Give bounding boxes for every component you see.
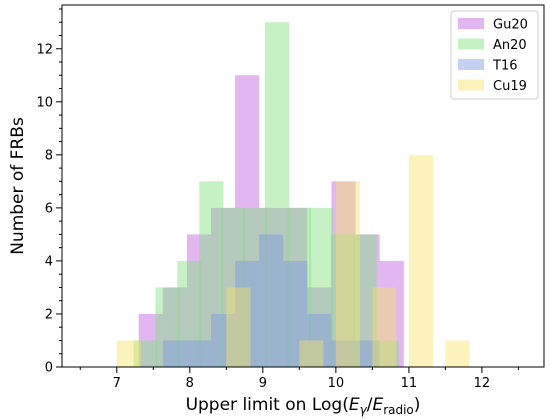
bar-an20-7 (286, 207, 312, 367)
bar-cu19-0 (116, 340, 141, 367)
bar-t16-7 (331, 340, 356, 367)
bar-cu19-6 (335, 181, 360, 367)
x-tick-label-8: 8 (186, 376, 194, 391)
x-axis-label-e1: E (349, 395, 360, 415)
bar-gu20-10 (379, 260, 404, 367)
x-tick-label-9: 9 (259, 376, 267, 391)
bar-t16-1 (186, 340, 211, 367)
bar-t16-5 (283, 260, 308, 367)
x-axis-label-suffix: ) (414, 395, 421, 415)
y-tick-label-0: 0 (45, 361, 53, 376)
y-tick-label-4: 4 (45, 254, 53, 269)
legend-label-t16: T16 (492, 59, 517, 74)
bar-gu20-4 (235, 75, 260, 367)
bar-gu20-9 (355, 234, 380, 367)
legend-label-cu19: Cu19 (493, 79, 527, 94)
bar-gu20-2 (186, 234, 211, 367)
bar-t16-6 (307, 313, 332, 367)
bar-an20-10 (352, 234, 377, 367)
bars-layer (116, 22, 470, 368)
y-tick-label-8: 8 (45, 148, 53, 163)
bar-cu19-7 (372, 287, 397, 367)
legend-label-an20: An20 (493, 38, 527, 53)
y-tick-label-10: 10 (36, 95, 53, 110)
x-tick-label-10: 10 (328, 376, 345, 391)
legend: Gu20 An20 T16 Cu19 (450, 10, 539, 100)
bar-cu19-8 (408, 154, 433, 367)
x-axis-label-sub1: γ (360, 403, 368, 417)
y-tick-label-12: 12 (36, 42, 53, 57)
bar-t16-4 (259, 234, 284, 367)
x-axis-label-slash: / (367, 395, 373, 415)
axes-layer: 7 8 9 10 11 12 0 2 4 6 8 10 12 (36, 8, 519, 391)
x-tick-label-11: 11 (401, 376, 418, 391)
x-axis-label-sub2: radio (383, 403, 414, 417)
bar-t16-8 (355, 340, 380, 367)
x-axis-label-e2: E (372, 395, 383, 415)
bar-cu19-9 (445, 340, 470, 367)
bar-an20-5 (243, 207, 268, 367)
bar-an20-9 (330, 234, 355, 367)
bar-an20-1 (155, 287, 180, 367)
bar-an20-6 (265, 22, 290, 368)
bar-an20-2 (177, 260, 202, 367)
bar-t16-2 (210, 313, 236, 367)
bar-cu19-3 (226, 287, 251, 367)
x-axis-label: Upper limit on Log(Eγ/Eradio) (186, 395, 421, 417)
bar-an20-8 (308, 207, 333, 367)
bar-gu20-6 (283, 207, 308, 367)
bar-an20-3 (199, 181, 224, 367)
bar-an20-4 (221, 207, 246, 367)
legend-items: Gu20 An20 T16 Cu19 (458, 18, 528, 94)
bar-gu20-8 (331, 181, 356, 367)
bar-gu20-7 (307, 287, 332, 367)
y-tick-label-2: 2 (45, 307, 53, 322)
bar-gu20-5 (259, 207, 284, 367)
bar-an20-0 (133, 340, 158, 367)
x-axis-label-prefix: Upper limit on Log( (186, 395, 349, 415)
bar-gu20-1 (162, 287, 187, 367)
bar-t16-3 (235, 260, 260, 367)
bar-cu19-5 (299, 340, 324, 367)
legend-box (450, 10, 539, 100)
legend-swatch-t16 (458, 59, 484, 70)
legend-swatch-cu19 (458, 79, 484, 91)
legend-swatch-an20 (458, 38, 484, 50)
bar-t16-0 (162, 340, 187, 367)
legend-swatch-gu20 (458, 18, 484, 29)
bar-gu20-0 (138, 313, 163, 367)
x-tick-label-12: 12 (474, 376, 491, 391)
bar-gu20-3 (210, 207, 236, 367)
legend-label-gu20: Gu20 (493, 18, 528, 33)
x-tick-label-7: 7 (113, 376, 121, 391)
y-axis-label: Number of FRBs (8, 117, 28, 255)
bar-an20-11 (374, 340, 399, 367)
y-tick-label-6: 6 (45, 201, 53, 216)
plot-frame (61, 4, 545, 368)
